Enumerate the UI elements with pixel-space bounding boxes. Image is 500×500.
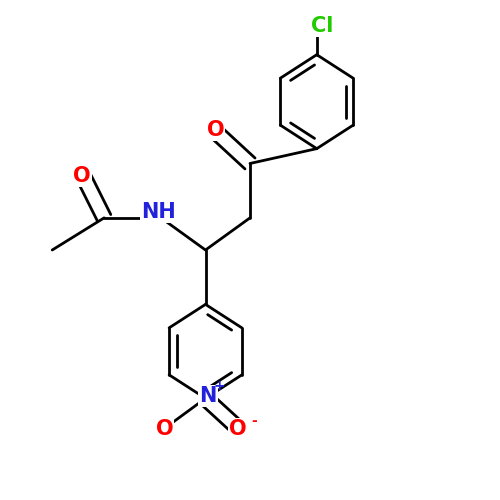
Text: O: O (206, 120, 224, 140)
Text: N: N (200, 386, 216, 406)
Text: O: O (229, 420, 246, 440)
Text: O: O (73, 166, 90, 186)
Text: NH: NH (141, 202, 176, 222)
Text: +: + (214, 379, 225, 393)
Text: O: O (156, 420, 174, 440)
Text: -: - (251, 414, 257, 428)
Text: Cl: Cl (310, 16, 333, 36)
